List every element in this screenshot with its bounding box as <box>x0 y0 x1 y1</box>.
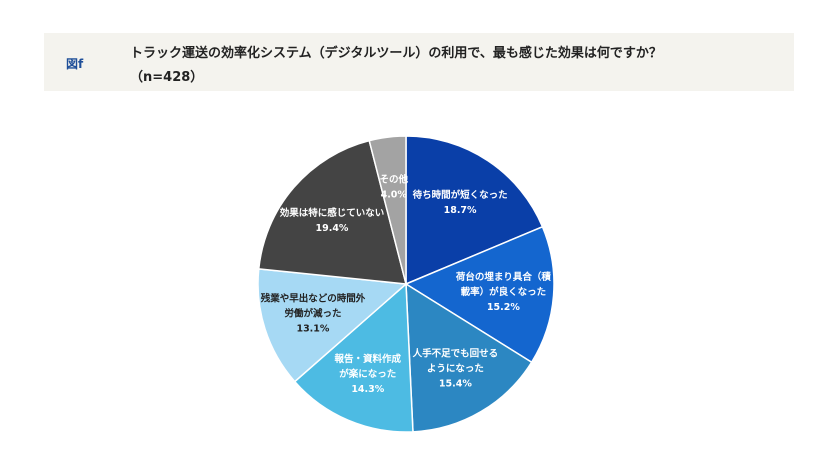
slice-label-6: その他 4.0% <box>380 173 409 200</box>
slice-value-label: 13.1% <box>296 323 329 334</box>
slice-value-label: 15.2% <box>487 301 520 312</box>
slice-category-label: 人手不足でも回せる <box>413 347 499 359</box>
slice-category-label: 載率）が良くなった <box>461 285 547 297</box>
slice-label-5: 効果は特に感じていない 19.4% <box>280 206 385 233</box>
slice-category-label: その他 <box>380 173 409 185</box>
slice-label-4: 残業や早出などの時間外労働が減った 13.1% <box>261 292 366 334</box>
pie-slice-0 <box>405 135 544 286</box>
slice-label-3: 報告・資料作成が楽になった 14.3% <box>335 352 402 394</box>
slice-value-label: 4.0% <box>381 189 408 200</box>
slice-label-1: 荷台の埋まり具合（積載率）が良くなった 15.2% <box>455 270 552 312</box>
slice-category-label: 報告・資料作成 <box>335 352 402 364</box>
figure-label: 図f <box>66 57 84 71</box>
question-header: 図f トラック運送の効率化システム（デジタルツール）の利用で、最も感じた効果は何… <box>44 33 794 91</box>
slice-category-label: ようになった <box>427 363 484 374</box>
slice-value-label: 19.4% <box>315 222 348 233</box>
slice-category-label: 荷台の埋まり具合（積 <box>455 270 552 282</box>
pie-slice-2 <box>405 282 533 433</box>
chart-title: トラック運送の効率化システム（デジタルツール）の利用で、最も感じた効果は何ですか… <box>130 46 662 61</box>
pie-slice-4 <box>257 268 408 383</box>
slice-category-label: が楽になった <box>339 367 396 379</box>
pie-slice-1 <box>404 225 555 364</box>
pie-slice-6 <box>368 135 407 285</box>
slice-category-label: 待ち時間が短くなった <box>413 189 508 201</box>
sample-size-label: （n=428） <box>130 70 204 85</box>
slice-category-label: 労働が減った <box>284 307 341 319</box>
pie-slice-5 <box>257 139 407 285</box>
slice-label-0: 待ち時間が短くなった 18.7% <box>413 189 508 216</box>
slice-value-label: 15.4% <box>439 378 472 389</box>
slice-value-label: 18.7% <box>444 205 477 216</box>
slice-category-label: 残業や早出などの時間外 <box>261 292 366 304</box>
slice-label-2: 人手不足でも回せるようになった 15.4% <box>413 347 499 389</box>
slice-value-label: 14.3% <box>351 383 384 394</box>
slice-category-label: 効果は特に感じていない <box>280 206 385 218</box>
pie-slice-3 <box>293 282 414 433</box>
